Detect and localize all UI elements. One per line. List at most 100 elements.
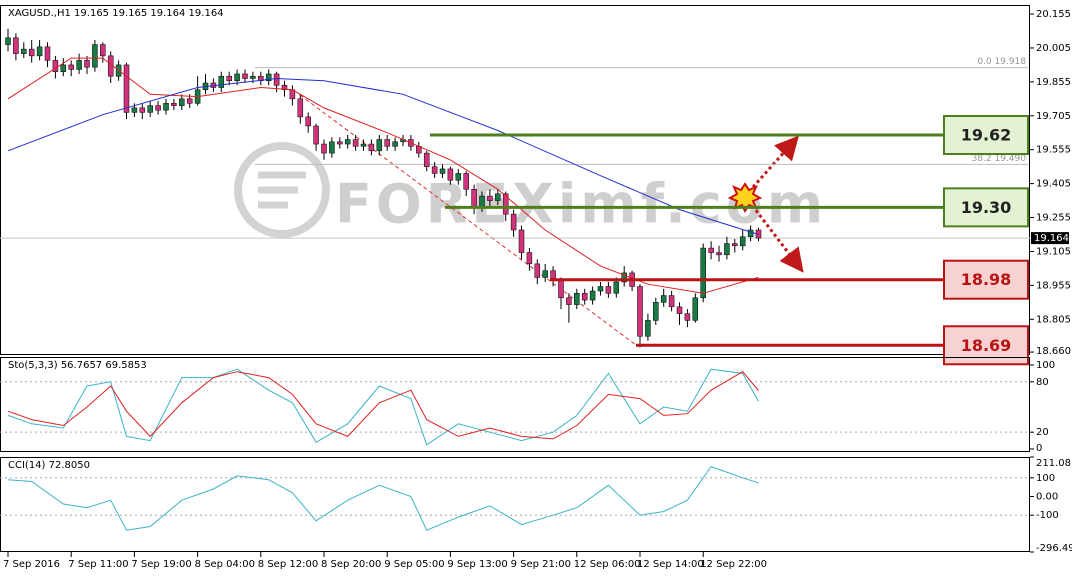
candle-body <box>471 189 477 208</box>
candle-body <box>76 60 82 70</box>
candle-body <box>495 193 501 201</box>
candle-body <box>21 48 27 54</box>
y-tick-label: 18.955 <box>1036 280 1071 291</box>
last-price-label: 19.164 <box>1034 233 1069 244</box>
candle-body <box>36 46 43 57</box>
indicator-line <box>7 371 759 440</box>
y-tick-label: 100 <box>1036 360 1055 371</box>
y-tick-label: -296.4971 <box>1036 543 1072 554</box>
candle-body <box>747 229 754 238</box>
candle-body <box>479 195 485 208</box>
y-tick-label: 19.705 <box>1036 111 1071 122</box>
candle-body <box>542 270 548 278</box>
candle-body <box>44 46 51 61</box>
candle-body <box>68 64 74 70</box>
x-tick-label: 8 Sep 12:00 <box>258 559 318 570</box>
candle-body <box>352 139 359 147</box>
candle-body <box>337 141 343 145</box>
indicator-line <box>7 466 759 531</box>
candle-body <box>455 173 462 181</box>
candle-body <box>739 236 746 247</box>
candle-body <box>84 60 90 68</box>
panel-frame <box>0 357 1030 452</box>
candle-body <box>60 64 67 72</box>
panel-frame <box>0 5 1030 355</box>
candle-body <box>574 293 580 305</box>
panel-title: XAGUSD.,H1 19.165 19.165 19.164 19.164 <box>8 8 224 19</box>
candle-body <box>534 263 541 278</box>
candle-body <box>384 139 390 147</box>
candle-body <box>716 252 722 256</box>
candle-body <box>653 302 659 321</box>
candle-body <box>265 73 272 81</box>
x-tick-label: 12 Sep 22:00 <box>700 559 767 570</box>
candle-body <box>692 297 699 321</box>
candle-body <box>581 293 588 301</box>
candle-body <box>732 243 738 247</box>
candle-body <box>676 306 683 314</box>
y-tick-label: 80 <box>1036 377 1049 388</box>
candle-body <box>329 141 335 154</box>
candle-body <box>242 73 248 79</box>
x-tick-label: 12 Sep 14:00 <box>637 559 704 570</box>
candle-body <box>660 295 667 303</box>
arrow-up <box>743 135 799 197</box>
x-tick-label: 9 Sep 13:00 <box>447 559 507 570</box>
indicator-line <box>7 368 759 446</box>
candle-body <box>139 107 146 113</box>
candle-body <box>447 168 454 181</box>
candle-body <box>708 247 714 253</box>
level-label: 19.30 <box>961 198 1012 217</box>
level-label: 19.62 <box>961 126 1012 145</box>
y-tick-label: 0.00 <box>1036 492 1058 503</box>
candle-body <box>155 105 161 111</box>
candle-body <box>439 168 446 174</box>
candle-body <box>463 173 469 190</box>
candle-body <box>637 286 643 337</box>
y-tick-label: 211.0815 <box>1036 458 1072 469</box>
candle-body <box>360 143 367 147</box>
explosion-icon <box>727 182 763 213</box>
candle-body <box>589 290 596 301</box>
y-tick-label: 19.405 <box>1036 179 1071 190</box>
candle-body <box>179 98 185 106</box>
y-tick-label: 20 <box>1036 427 1049 438</box>
candle-body <box>281 85 288 91</box>
candle-body <box>526 252 533 265</box>
candle-body <box>297 98 304 118</box>
x-tick-label: 8 Sep 20:00 <box>321 559 381 570</box>
candle-body <box>147 105 153 113</box>
candle-body <box>510 213 517 231</box>
y-tick-label: 19.255 <box>1036 213 1071 224</box>
moving-average <box>7 77 759 235</box>
candle-body <box>321 143 327 154</box>
candle-body <box>92 44 98 68</box>
y-tick-label: 20.005 <box>1036 43 1071 54</box>
candle-body <box>250 75 256 79</box>
candle-body <box>28 48 35 57</box>
last-price-tag <box>1031 232 1069 245</box>
panel-frame <box>0 457 1030 552</box>
level-box <box>943 115 1029 156</box>
y-tick-label: 20.155 <box>1036 9 1071 20</box>
candle-body <box>376 139 383 152</box>
candle-body <box>613 281 620 294</box>
candle-body <box>52 60 59 72</box>
candle-body <box>186 98 193 104</box>
watermark-logo <box>234 142 330 238</box>
y-tick-label: 19.105 <box>1036 246 1071 257</box>
candle-body <box>566 297 572 305</box>
y-tick-label: 100 <box>1036 473 1055 484</box>
fib-label: 0.0 19.918 <box>977 57 1026 67</box>
candle-body <box>218 75 225 88</box>
candle-body <box>431 166 438 174</box>
candle-body <box>344 139 351 145</box>
candle-body <box>621 272 627 283</box>
candle-body <box>668 295 675 308</box>
y-tick-label: 19.855 <box>1036 77 1071 88</box>
x-tick-label: 7 Sep 11:00 <box>68 559 128 570</box>
candle-body <box>273 73 280 86</box>
